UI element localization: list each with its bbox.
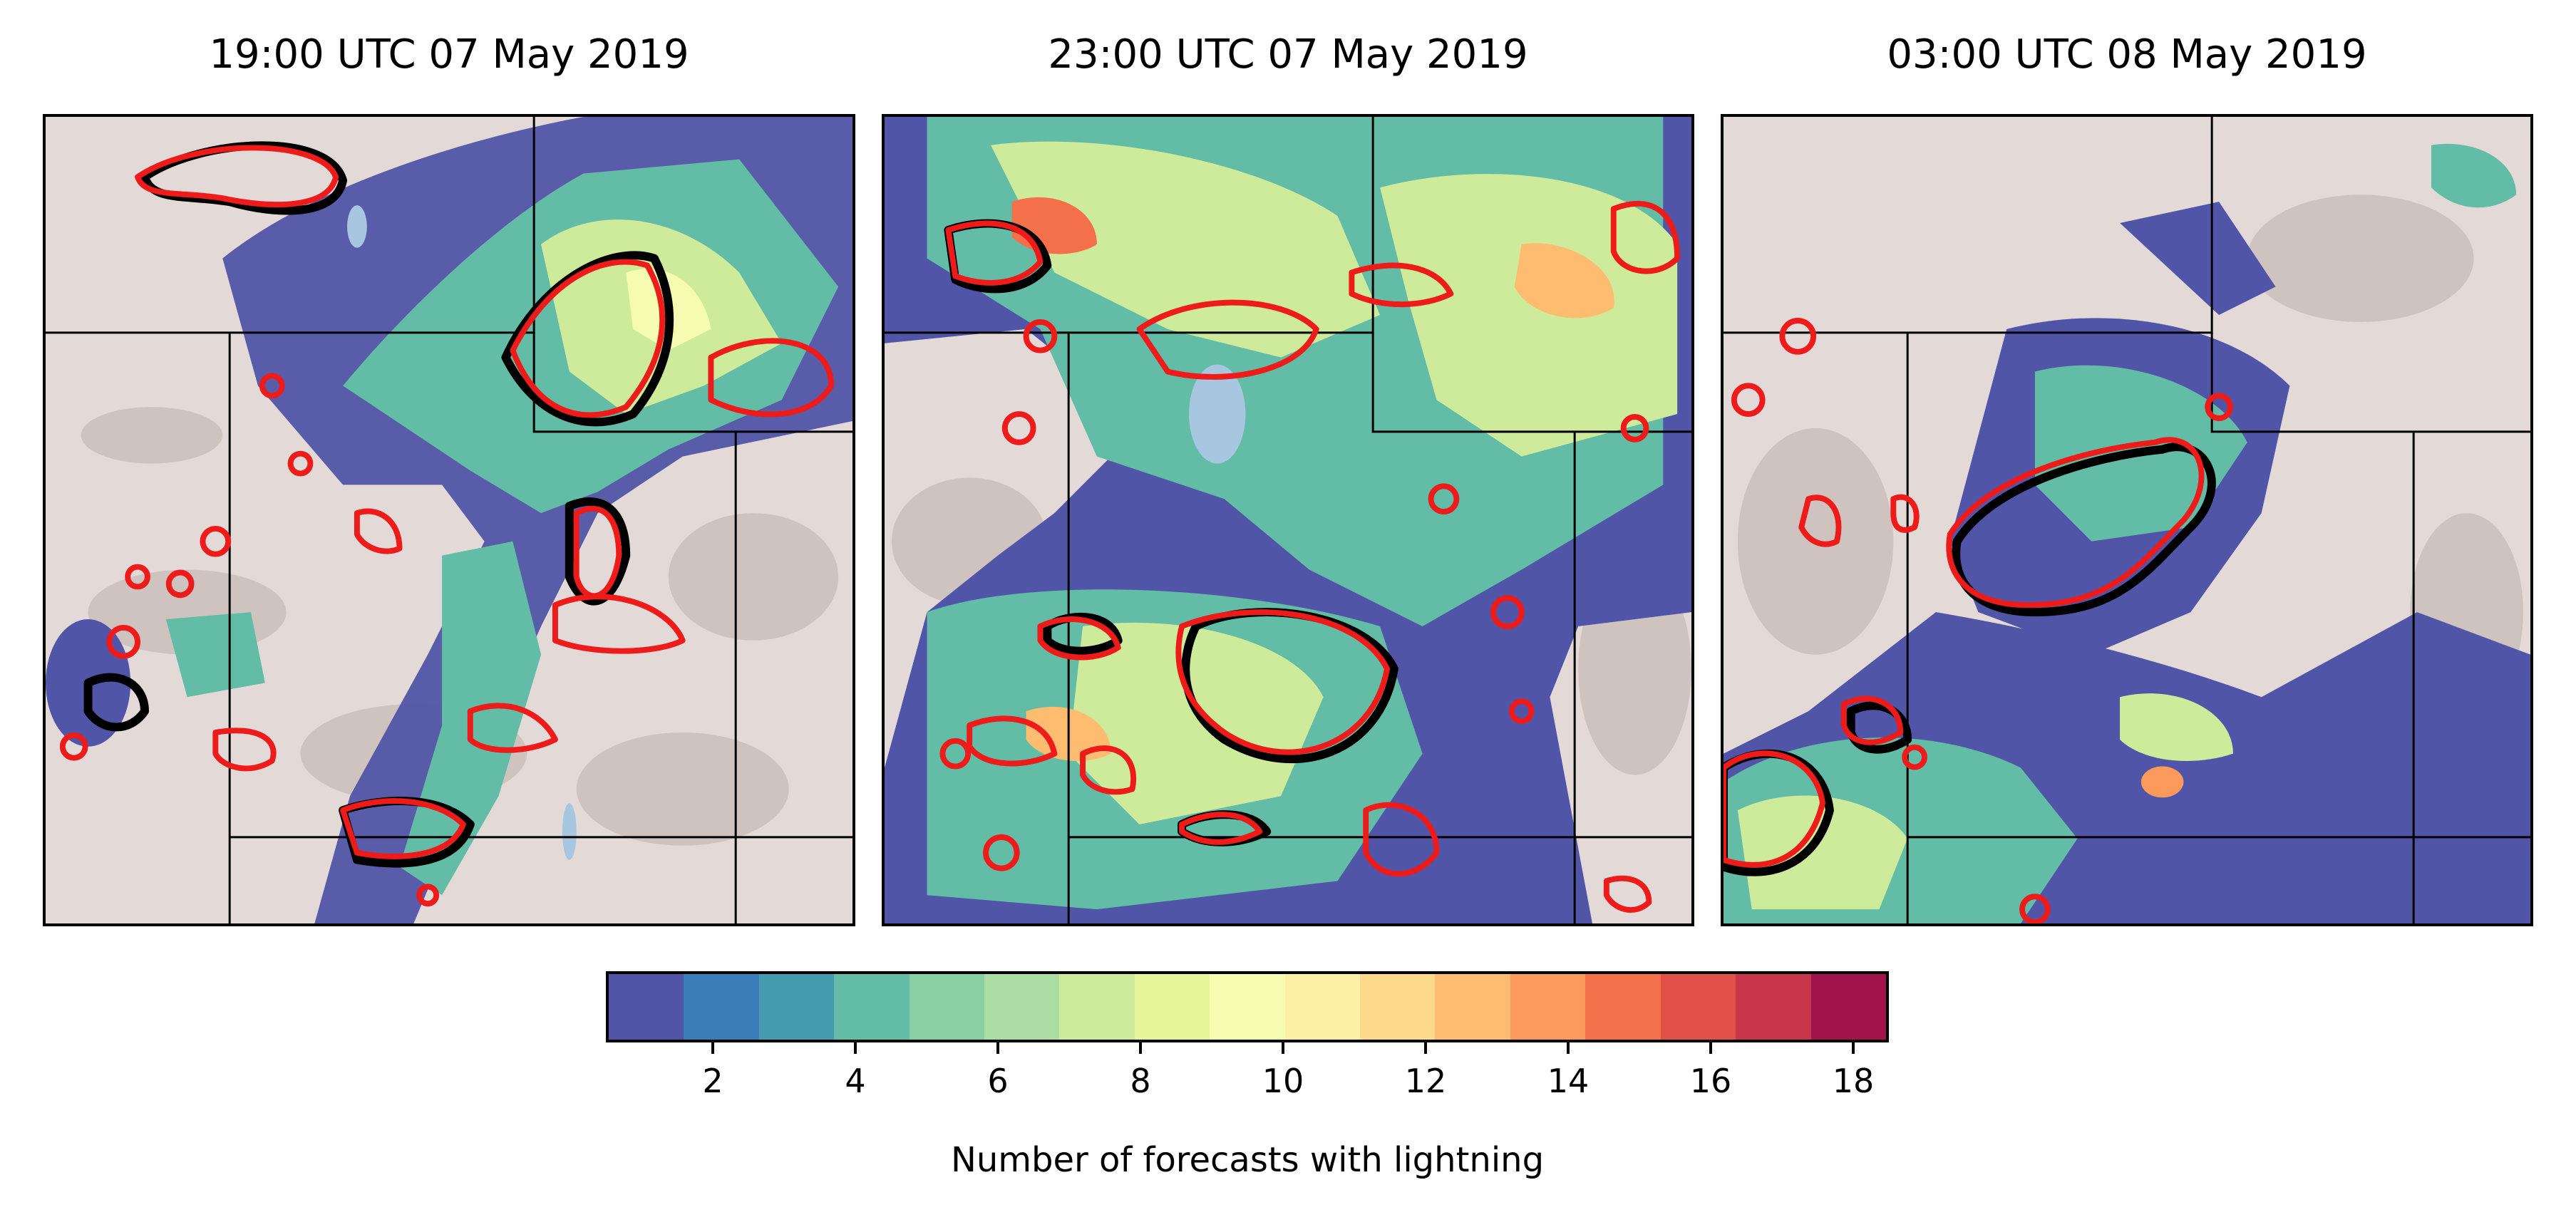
lightning-probability-field [1724,143,2530,923]
colorbar-bin [1510,974,1586,1040]
colorbar-bin [1360,974,1436,1040]
colorbar-bin [758,974,835,1040]
forecast-lightning-contours [1724,318,2233,923]
colorbar-bin [1660,974,1736,1040]
colorbar-bin [1284,974,1361,1040]
colorbar-tick-label: 6 [987,1062,1009,1100]
water-bodies [347,205,577,860]
water-bodies [1188,364,1246,464]
colorbar-bin [684,974,759,1040]
panel-title-2: 23:00 UTC 07 May 2019 [1048,31,1528,78]
colorbar-tick-label: 16 [1689,1062,1732,1100]
colorbar-tick-label: 8 [1130,1062,1151,1100]
colorbar-tick-label: 18 [1832,1062,1875,1100]
colorbar-tick [1709,1042,1712,1054]
colorbar-tick [996,1042,999,1054]
colorbar-label: Number of forecasts with lightning [950,1140,1545,1180]
colorbar-tick-label: 4 [845,1062,866,1100]
colorbar-tick-label: 2 [702,1062,723,1100]
colorbar-tick [1567,1042,1570,1054]
map-panel-2 [882,114,1694,926]
colorbar-tick-label: 10 [1262,1062,1304,1100]
colorbar-tick [854,1042,857,1054]
state-boundaries [46,117,852,923]
colorbar-bin [609,974,684,1040]
colorbar-bin [834,974,910,1040]
map-panel-3 [1721,114,2533,926]
map-panel-1 [43,114,855,926]
forecast-lightning-contours [59,145,835,907]
colorbar-bin [1736,974,1811,1040]
map-svg-2 [885,117,1691,923]
colorbar-bin [1810,974,1886,1040]
colorbar-tick [1852,1042,1855,1054]
colorbar-bin [1210,974,1285,1040]
colorbar-bin [1059,974,1135,1040]
colorbar-tick [1282,1042,1284,1054]
panel-title-1: 19:00 UTC 07 May 2019 [209,31,689,78]
forecast-lightning-contours [939,200,1681,913]
colorbar-bin [984,974,1060,1040]
state-boundaries [885,117,1691,923]
panel-title-3: 03:00 UTC 08 May 2019 [1887,31,2367,78]
colorbar-tick [711,1042,714,1054]
map-svg-1 [46,117,852,923]
lightning-probability-field [885,117,1691,923]
state-boundaries [1724,117,2530,923]
colorbar-tick-label: 14 [1547,1062,1590,1100]
colorbar-bin [1435,974,1510,1040]
colorbar-bin [1134,974,1210,1040]
colorbar-bin [909,974,985,1040]
map-svg-3 [1724,117,2530,923]
colorbar-tick [1424,1042,1427,1054]
colorbar [606,971,1889,1042]
colorbar-tick [1139,1042,1142,1054]
colorbar-tick-label: 12 [1404,1062,1447,1100]
colorbar-bin [1585,974,1661,1040]
